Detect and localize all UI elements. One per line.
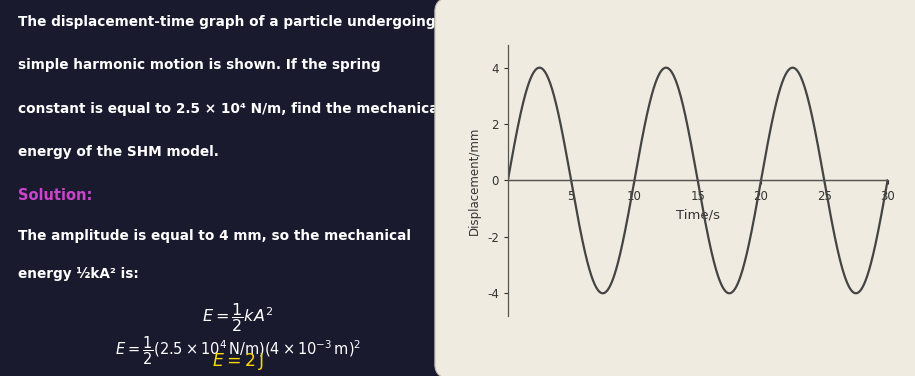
Text: energy ½kA² is:: energy ½kA² is: xyxy=(18,267,139,281)
Text: constant is equal to 2.5 × 10⁴ N/m, find the mechanical: constant is equal to 2.5 × 10⁴ N/m, find… xyxy=(18,102,444,115)
Text: $E = \dfrac{1}{2}(2.5 \times 10^4\,\mathrm{N/m})(4 \times 10^{-3}\,\mathrm{m})^2: $E = \dfrac{1}{2}(2.5 \times 10^4\,\math… xyxy=(114,335,361,367)
Text: simple harmonic motion is shown. If the spring: simple harmonic motion is shown. If the … xyxy=(18,58,381,72)
FancyBboxPatch shape xyxy=(435,0,915,376)
Text: The amplitude is equal to 4 mm, so the mechanical: The amplitude is equal to 4 mm, so the m… xyxy=(18,229,412,243)
X-axis label: Time/s: Time/s xyxy=(675,208,720,221)
Text: $E = 2\,\mathrm{J}$: $E = 2\,\mathrm{J}$ xyxy=(212,351,264,372)
Text: energy of the SHM model.: energy of the SHM model. xyxy=(18,145,220,159)
Text: The displacement-time graph of a particle undergoing: The displacement-time graph of a particl… xyxy=(18,15,436,29)
Text: Solution:: Solution: xyxy=(18,188,92,203)
Text: $E = \dfrac{1}{2}kA^2$: $E = \dfrac{1}{2}kA^2$ xyxy=(202,301,274,334)
Y-axis label: Displacement/mm: Displacement/mm xyxy=(468,126,481,235)
